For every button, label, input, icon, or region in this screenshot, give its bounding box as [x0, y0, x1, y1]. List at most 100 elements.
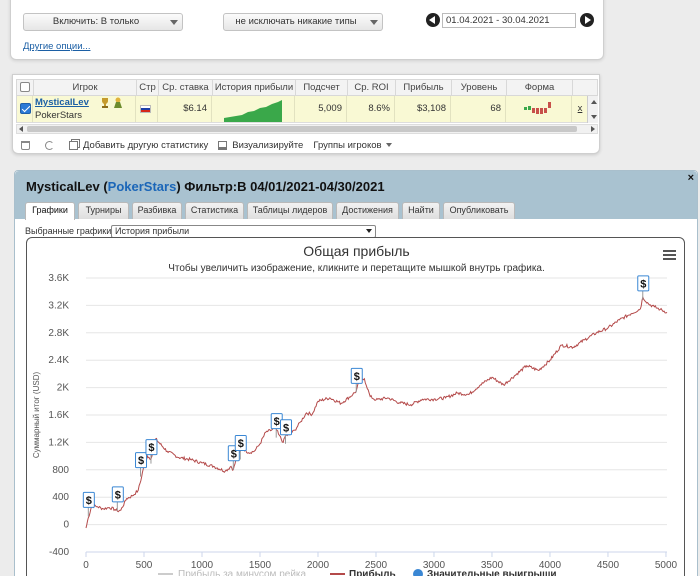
col-profit-history[interactable]: История прибыли — [213, 80, 296, 95]
col-country[interactable]: Стр — [137, 80, 159, 95]
y-tick-label: -400 — [49, 547, 69, 558]
date-range-input[interactable]: 01.04.2021 - 30.04.2021 — [442, 13, 576, 28]
big-win-label: $ — [115, 489, 121, 501]
add-stats-button[interactable]: Добавить другую статистику — [69, 140, 208, 151]
dialog-title-player: MysticalLev — [26, 179, 100, 194]
player-room: PokerStars — [35, 110, 82, 121]
big-win-label: $ — [138, 455, 144, 467]
big-win-flag — [111, 486, 124, 503]
profit-cell: $3,108 — [395, 96, 451, 122]
dialog-tabs: Графики Турниры Разбивка Статистика Табл… — [15, 199, 697, 220]
big-win-flag — [82, 491, 95, 508]
add-column-icon — [69, 140, 78, 150]
dialog-title-filter: Фильтр:В 04/01/2021-04/30/2021 — [184, 179, 385, 194]
col-profit[interactable]: Прибыль — [396, 80, 452, 95]
dialog-title-room[interactable]: PokerStars — [107, 179, 177, 194]
player-groups-dropdown[interactable]: Группы игроков — [313, 139, 392, 151]
row-action-link[interactable]: x — [577, 103, 583, 114]
tab-tournaments[interactable]: Турниры — [78, 202, 129, 219]
profit-chart[interactable]: -400 0 400 800 1.2K 1.6K 2K 2.4K 2.8K 3.2K 3.6K 0 50… — [27, 238, 685, 576]
profit-sparkline — [224, 100, 282, 122]
col-form[interactable]: Форма — [507, 80, 573, 95]
refresh-icon — [45, 140, 54, 150]
table-header: Игрок Стр Ср. ставка История прибыли Под… — [16, 79, 598, 96]
close-icon[interactable]: × — [687, 172, 694, 184]
tab-charts[interactable]: Графики — [25, 202, 75, 220]
scrollbar-thumb[interactable] — [27, 126, 577, 132]
player-name-link[interactable]: MysticalLev — [35, 97, 89, 108]
y-tick-label: 2.4K — [48, 355, 69, 366]
player-dialog: MysticalLev (PokerStars) Фильтр:В 04/01/… — [14, 170, 698, 576]
next-period-button[interactable] — [580, 13, 594, 27]
tab-search[interactable]: Найти — [402, 202, 440, 219]
y-tick-label: 2K — [57, 383, 70, 394]
level-cell: 68 — [451, 96, 506, 122]
exclude-types-dropdown[interactable]: не исключать никакие типы — [223, 13, 383, 31]
scroll-left-icon[interactable] — [19, 126, 23, 132]
arrow-left-icon — [429, 16, 435, 24]
exclude-types-label: не исключать никакие типы — [235, 16, 357, 27]
scroll-down-icon[interactable] — [591, 115, 597, 119]
y-tick-label: 400 — [52, 492, 69, 503]
chevron-down-icon — [366, 229, 372, 233]
prev-period-button[interactable] — [426, 13, 440, 27]
x-tick-label: 4000 — [539, 560, 562, 571]
col-player[interactable]: Игрок — [34, 80, 137, 95]
chart-select-value: История прибыли — [115, 226, 190, 236]
y-tick-label: 3.6K — [48, 273, 69, 284]
tab-statistics[interactable]: Статистика — [185, 202, 244, 219]
dialog-header: MysticalLev (PokerStars) Фильтр:В 04/01/… — [15, 171, 697, 199]
table-horizontal-scrollbar[interactable] — [16, 124, 598, 134]
x-tick-label: 3500 — [481, 560, 504, 571]
big-win-flag — [135, 452, 148, 469]
col-count[interactable]: Подсчет — [296, 80, 348, 95]
player-groups-label: Группы игроков — [313, 139, 382, 151]
col-avg-roi[interactable]: Ср. ROI — [348, 80, 396, 95]
select-all-checkbox[interactable] — [20, 82, 30, 92]
other-options-link[interactable]: Другие опции... — [23, 41, 91, 52]
profit-series-line — [85, 295, 668, 529]
table-vertical-scrollbar[interactable] — [587, 96, 598, 123]
dialog-title: MysticalLev (PokerStars) Фильтр:В 04/01/… — [26, 179, 385, 194]
refresh-button[interactable] — [45, 140, 59, 150]
table-row[interactable]: MysticalLev PokerStars $6.14 5,009 8.6% … — [16, 96, 587, 123]
y-tick-label: 2.8K — [48, 328, 69, 339]
x-tick-label: 5000 — [655, 560, 678, 571]
legend-bigwin-swatch — [413, 569, 423, 576]
visualize-button[interactable]: Визуализируйте — [218, 140, 303, 151]
player-cell: MysticalLev PokerStars — [33, 96, 136, 122]
delete-button[interactable] — [21, 140, 35, 150]
col-avg-stake[interactable]: Ср. ставка — [159, 80, 213, 95]
big-win-label: $ — [283, 422, 289, 434]
big-win-flag — [145, 439, 158, 456]
trophy-icon — [102, 97, 122, 108]
scroll-right-icon[interactable] — [591, 126, 595, 132]
include-types-dropdown[interactable]: Включить: В только — [23, 13, 183, 31]
scroll-up-icon[interactable] — [591, 100, 597, 104]
row-checkbox[interactable] — [20, 103, 31, 114]
x-tick-label: 0 — [83, 560, 89, 571]
trash-icon — [21, 140, 30, 150]
col-level[interactable]: Уровень — [452, 80, 507, 95]
hamburger-menu-icon[interactable] — [663, 250, 676, 261]
x-tick-label: 1500 — [249, 560, 272, 571]
table-toolbar: Добавить другую статистику Визуализируйт… — [21, 138, 402, 152]
big-win-label: $ — [274, 416, 280, 428]
big-win-label: $ — [231, 448, 237, 460]
tab-publish[interactable]: Опубликовать — [443, 202, 515, 219]
big-win-label: $ — [86, 495, 92, 507]
big-win-flag — [234, 435, 247, 452]
tab-leaderboards[interactable]: Таблицы лидеров — [247, 202, 333, 219]
tab-achievements[interactable]: Достижения — [336, 202, 399, 219]
tab-breakdown[interactable]: Разбивка — [132, 202, 182, 219]
big-win-flag — [637, 275, 650, 292]
legend-bigwin-label: Значительные выигрыши — [427, 569, 557, 576]
country-cell — [136, 96, 158, 122]
avg-stake-cell: $6.14 — [158, 96, 212, 122]
profit-sparkline-cell — [212, 96, 295, 122]
russia-flag-icon — [140, 105, 151, 113]
chart-container[interactable]: Общая прибыль Чтобы увеличить изображени… — [26, 237, 685, 576]
date-range-picker: 01.04.2021 - 30.04.2021 — [426, 13, 594, 29]
legend-profit-label: Прибыль — [349, 568, 396, 576]
avg-roi-cell: 8.6% — [347, 96, 395, 122]
